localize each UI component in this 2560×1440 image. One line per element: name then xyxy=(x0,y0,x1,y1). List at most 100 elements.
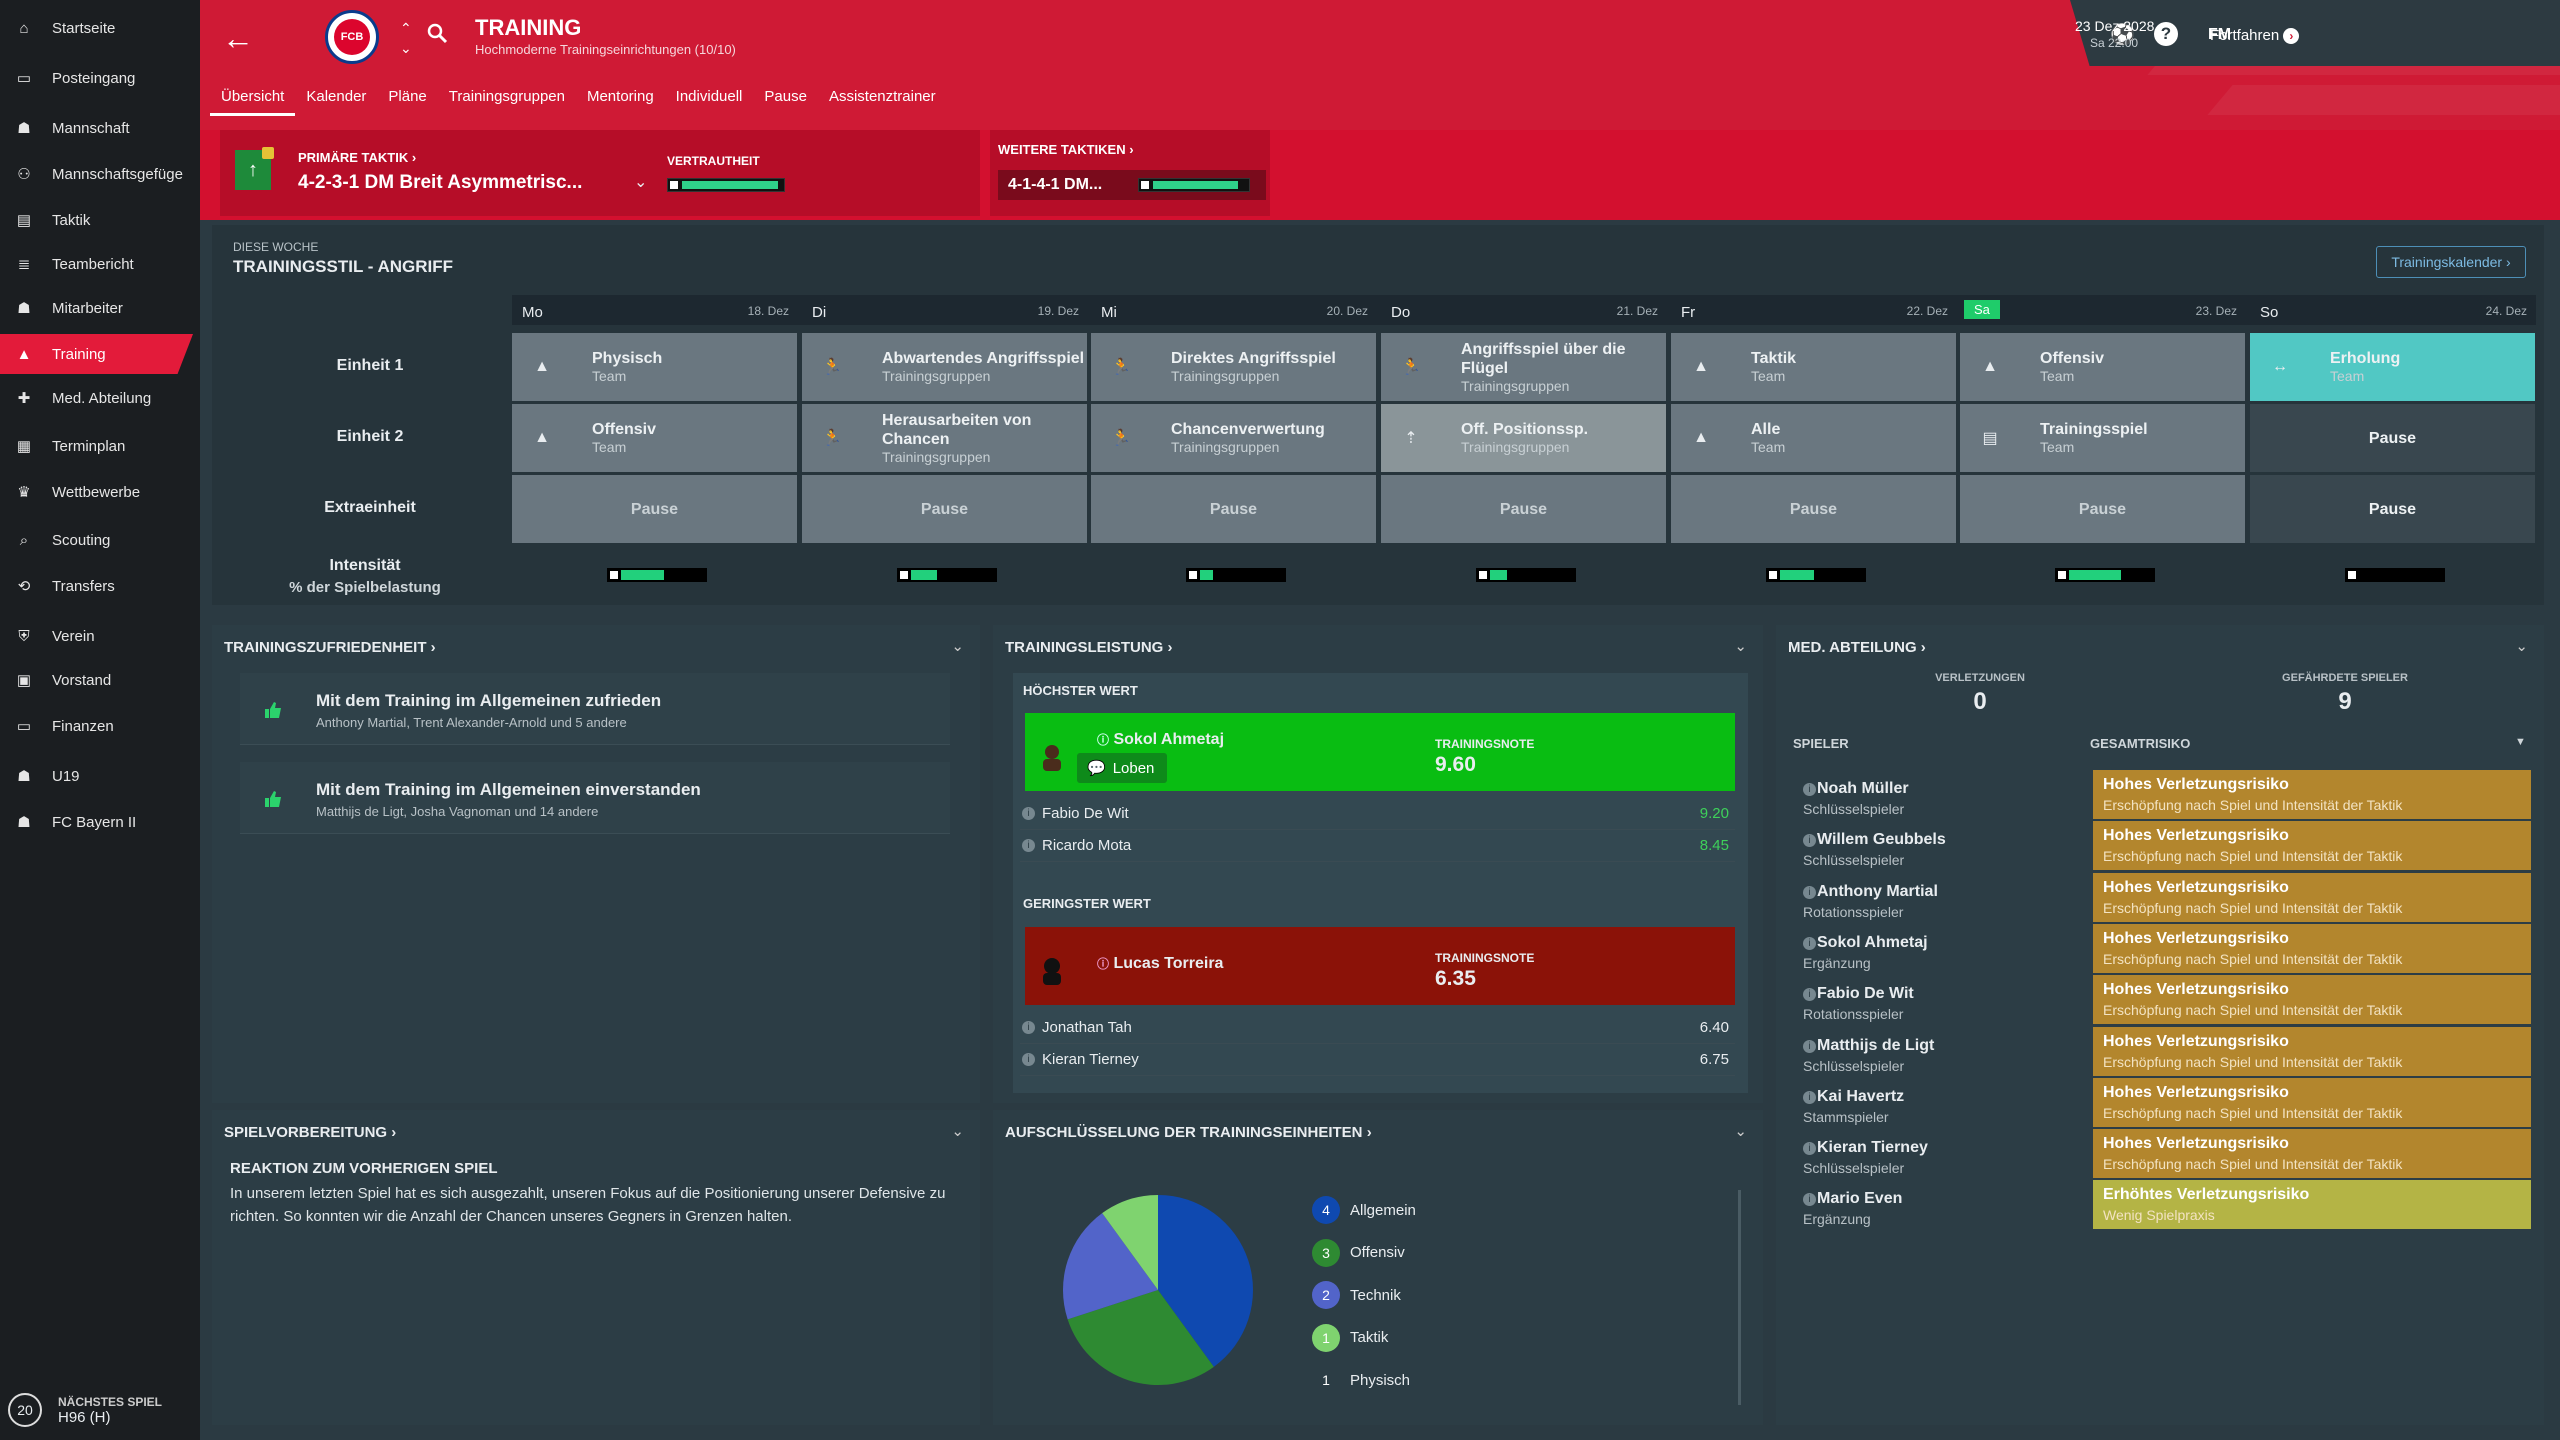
training-session-cell[interactable]: ⇡ Off. Positionssp. Trainingsgruppen xyxy=(1381,404,1666,472)
fm-menu-button[interactable]: FM xyxy=(2208,26,2232,43)
tab-individuell[interactable]: Individuell xyxy=(675,88,743,105)
bottom-performer-box[interactable]: ⓘ Lucas Torreira TRAININGSNOTE 6.35 xyxy=(1025,927,1735,1005)
pie-slice-offensiv[interactable] xyxy=(1067,1290,1214,1385)
training-session-cell[interactable]: ▲ Offensiv Team xyxy=(1960,333,2245,401)
praise-button[interactable]: 💬 Loben xyxy=(1077,753,1167,783)
tab-übersicht[interactable]: Übersicht xyxy=(210,86,296,116)
pie-slice-taktik[interactable] xyxy=(1102,1195,1158,1290)
help-icon[interactable]: ? xyxy=(2154,22,2178,46)
performance-row[interactable]: i Ricardo Mota 8.45 xyxy=(1020,830,1735,862)
training-session-cell[interactable]: Pause xyxy=(512,475,797,543)
info-icon[interactable]: i xyxy=(1803,1193,1816,1207)
sidebar-item-mitarbeiter[interactable]: ☗ Mitarbeiter xyxy=(0,288,200,328)
info-icon[interactable]: ⓘ xyxy=(1097,957,1110,971)
medical-player-row[interactable]: i Kieran Tierney Schlüsselspieler Hohes Ver… xyxy=(1793,1129,2531,1180)
ball-icon[interactable]: ⚽ xyxy=(2110,24,2135,46)
info-icon[interactable]: i xyxy=(1803,988,1816,1002)
training-session-cell[interactable]: Pause xyxy=(2250,404,2535,472)
sidebar-item-taktik[interactable]: ▤ Taktik xyxy=(0,200,200,240)
chevron-down-icon[interactable]: ⌄ xyxy=(634,174,648,191)
performance-row[interactable]: i Jonathan Tah 6.40 xyxy=(1020,1012,1735,1044)
training-session-cell[interactable]: 🏃 Angriffsspiel über die Flügel Trainingsg… xyxy=(1381,333,1666,401)
sidebar-item-u19[interactable]: ☗ U19 xyxy=(0,756,200,796)
tab-assistenztrainer[interactable]: Assistenztrainer xyxy=(828,88,936,105)
training-session-cell[interactable]: ↔ Erholung Team xyxy=(2250,333,2535,401)
training-session-cell[interactable]: Pause xyxy=(2250,475,2535,543)
training-session-cell[interactable]: 🏃 Abwartendes Angriffsspiel Trainingsgrupp… xyxy=(802,333,1087,401)
sidebar-item-mannschaftsgefüge[interactable]: ⚇ Mannschaftsgefüge xyxy=(0,154,200,194)
info-icon[interactable]: i xyxy=(1022,1053,1035,1066)
performance-row[interactable]: i Kieran Tierney 6.75 xyxy=(1020,1044,1735,1076)
medical-player-row[interactable]: i Willem Geubbels Schlüsselspieler Hohes Ve… xyxy=(1793,821,2531,872)
sidebar-item-training[interactable]: ▲ Training xyxy=(0,334,193,374)
training-session-cell[interactable]: ▲ Offensiv Team xyxy=(512,404,797,472)
info-icon[interactable]: i xyxy=(1022,1021,1035,1034)
next-match[interactable]: 20 NÄCHSTES SPIEL H96 (H) xyxy=(0,1380,200,1440)
tab-pläne[interactable]: Pläne xyxy=(388,88,427,105)
info-icon[interactable]: i xyxy=(1022,839,1035,852)
info-icon[interactable]: i xyxy=(1803,885,1816,899)
training-session-cell[interactable]: Pause xyxy=(1091,475,1376,543)
training-session-cell[interactable]: ▲ Taktik Team xyxy=(1671,333,1956,401)
sidebar-item-posteingang[interactable]: ▭ Posteingang xyxy=(0,58,200,98)
chevron-down-icon[interactable]: ⌄ xyxy=(1734,1123,1747,1140)
up-down-chevron-icon[interactable]: ⌃ ⌄ xyxy=(400,20,412,56)
top-performer-box[interactable]: ⓘ Sokol Ahmetaj 💬 Loben TRAININGSNOTE 9.6… xyxy=(1025,713,1735,791)
medical-player-row[interactable]: i Mario Even Ergänzung Erhöhtes Verletzungs… xyxy=(1793,1180,2531,1231)
info-icon[interactable]: i xyxy=(1803,936,1816,950)
sidebar-item-terminplan[interactable]: ▦ Terminplan xyxy=(0,426,200,466)
training-session-cell[interactable]: Pause xyxy=(802,475,1087,543)
medical-player-row[interactable]: i Sokol Ahmetaj Ergänzung Hohes Verletzungs… xyxy=(1793,923,2531,975)
training-session-cell[interactable]: ▲ Alle Team xyxy=(1671,404,1956,472)
scrollbar[interactable] xyxy=(1738,1190,1741,1405)
sidebar-item-med-abteilung[interactable]: ✚ Med. Abteilung xyxy=(0,378,200,418)
sidebar-item-mannschaft[interactable]: ☗ Mannschaft xyxy=(0,108,200,148)
performance-row[interactable]: i Fabio De Wit 9.20 xyxy=(1020,798,1735,830)
pie-slice-technik[interactable] xyxy=(1063,1213,1158,1320)
medical-player-row[interactable]: i Kai Havertz Stammspieler Hohes Verletzung… xyxy=(1793,1077,2531,1129)
info-icon[interactable]: i xyxy=(1803,1142,1816,1156)
pie-slice-allgemein[interactable] xyxy=(1158,1195,1253,1367)
tab-mentoring[interactable]: Mentoring xyxy=(586,88,654,105)
medical-player-row[interactable]: i Fabio De Wit Rotationsspieler Hohes Verle… xyxy=(1793,975,2531,1026)
primary-tactic-box[interactable]: ↑ PRIMÄRE TAKTIK › 4-2-3-1 DM Breit Asym… xyxy=(220,130,980,216)
chevron-down-icon[interactable]: ⌄ xyxy=(2515,638,2528,655)
sidebar-item-transfers[interactable]: ⟲ Transfers xyxy=(0,566,200,606)
search-icon[interactable] xyxy=(426,22,448,44)
info-icon[interactable]: i xyxy=(1803,1039,1816,1053)
sidebar-item-startseite[interactable]: ⌂ Startseite xyxy=(0,8,200,48)
info-icon[interactable]: i xyxy=(1803,834,1816,848)
sidebar-item-fc-bayern-ii[interactable]: ☗ FC Bayern II xyxy=(0,802,200,842)
info-icon[interactable]: i xyxy=(1803,783,1816,796)
training-session-cell[interactable]: 🏃 Chancenverwertung Trainingsgruppen xyxy=(1091,404,1376,472)
training-calendar-button[interactable]: Trainingskalender › xyxy=(2376,246,2526,278)
chevron-down-icon[interactable]: ⌄ xyxy=(951,638,964,655)
risk-column-header[interactable]: GESAMTRISIKO xyxy=(2090,736,2191,751)
info-icon[interactable]: i xyxy=(1803,1090,1816,1104)
sidebar-item-verein[interactable]: ⛨ Verein xyxy=(0,616,200,656)
medical-player-row[interactable]: i Matthijs de Ligt Schlüsselspieler Hohes V… xyxy=(1793,1026,2531,1078)
satisfaction-item[interactable]: Mit dem Training im Allgemeinen einverst… xyxy=(240,762,950,834)
sort-down-icon[interactable]: ▼ xyxy=(2515,736,2526,748)
back-arrow-icon[interactable]: ← xyxy=(222,20,254,56)
tab-kalender[interactable]: Kalender xyxy=(306,88,367,105)
sidebar-item-teambericht[interactable]: ≣ Teambericht xyxy=(0,244,200,284)
info-icon[interactable]: i xyxy=(1022,807,1035,820)
medical-player-row[interactable]: i Noah Müller Schlüsselspieler Hohes Verlet… xyxy=(1793,770,2531,821)
training-session-cell[interactable]: ▤ Trainingsspiel Team xyxy=(1960,404,2245,472)
tab-trainingsgruppen[interactable]: Trainingsgruppen xyxy=(448,88,565,105)
continue-button[interactable]: Fortfahren › xyxy=(2210,27,2300,44)
training-session-cell[interactable]: ▲ Physisch Team xyxy=(512,333,797,401)
chevron-down-icon[interactable]: ⌄ xyxy=(1734,638,1747,655)
training-session-cell[interactable]: Pause xyxy=(1381,475,1666,543)
training-session-cell[interactable]: Pause xyxy=(1671,475,1956,543)
player-column-header[interactable]: SPIELER xyxy=(1793,736,1849,751)
medical-player-row[interactable]: i Anthony Martial Rotationsspieler Hohes Ve… xyxy=(1793,872,2531,924)
sidebar-item-vorstand[interactable]: ▣ Vorstand xyxy=(0,660,200,700)
tab-pause[interactable]: Pause xyxy=(764,88,807,105)
club-crest[interactable]: FCB xyxy=(325,10,379,64)
other-tactics-box[interactable]: WEITERE TAKTIKEN › 4-1-4-1 DM... xyxy=(990,130,1270,216)
satisfaction-item[interactable]: Mit dem Training im Allgemeinen zufriede… xyxy=(240,673,950,745)
sidebar-item-finanzen[interactable]: ▭ Finanzen xyxy=(0,706,200,746)
training-session-cell[interactable]: 🏃 Direktes Angriffsspiel Trainingsgruppen xyxy=(1091,333,1376,401)
